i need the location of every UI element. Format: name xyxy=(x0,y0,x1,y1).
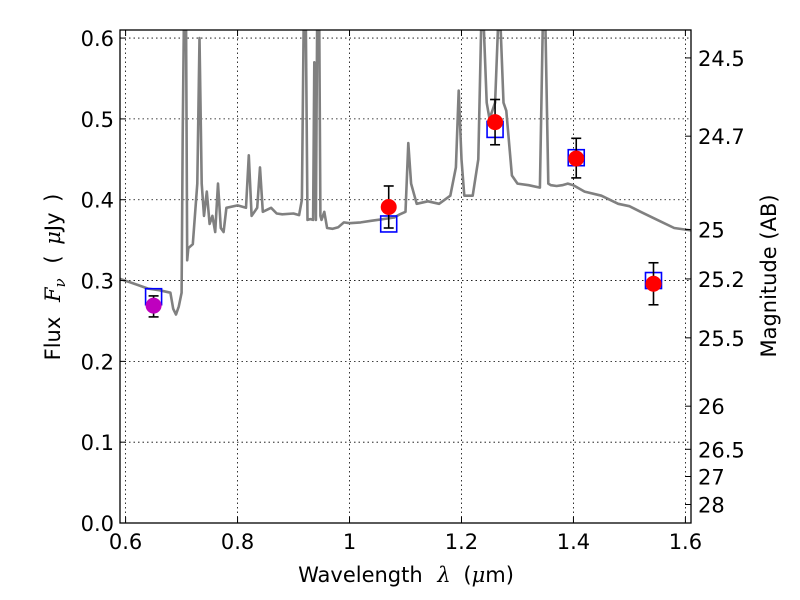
y-tick-label-1: 0.1 xyxy=(81,431,114,455)
observed-point-3 xyxy=(568,137,585,179)
observed-point-4 xyxy=(645,261,662,306)
x-tick-label-2: 1 xyxy=(343,530,356,554)
x-tick-label-4: 1.4 xyxy=(557,530,590,554)
x-tick-label-5: 1.6 xyxy=(669,530,702,554)
observed-marker-1 xyxy=(380,198,397,215)
spectrum-group xyxy=(120,30,691,316)
x-ticks: 0.6 0.8 1 1.2 1.4 1.6 xyxy=(109,30,702,554)
x-axis-label: Wavelength λ (μm) xyxy=(298,563,514,587)
y-axis-label: Flux Fν ( μJy ) xyxy=(41,194,70,361)
observed-marker-3 xyxy=(568,150,585,167)
y-tick-label-3: 0.3 xyxy=(81,270,114,294)
y2-tick-label-4: 25.5 xyxy=(698,327,745,351)
spectrum-line xyxy=(120,30,691,316)
y2-tick-label-0: 24.5 xyxy=(698,47,745,71)
observed-points xyxy=(145,98,662,318)
grid xyxy=(120,30,691,523)
y-tick-label-0: 0.0 xyxy=(81,512,114,536)
y2-axis-label: Magnitude (AB) xyxy=(757,194,781,357)
y-tick-label-6: 0.6 xyxy=(81,27,114,51)
observed-marker-4 xyxy=(645,275,662,292)
x-tick-label-0: 0.6 xyxy=(109,530,142,554)
y2-tick-label-8: 28 xyxy=(698,493,725,517)
y-tick-label-4: 0.4 xyxy=(81,189,114,213)
y2-tick-label-7: 27 xyxy=(698,465,725,489)
observed-marker-0 xyxy=(145,297,162,314)
y2-tick-label-1: 24.7 xyxy=(698,125,745,149)
y2-tick-label-6: 26.5 xyxy=(698,438,745,462)
y-tick-label-5: 0.5 xyxy=(81,108,114,132)
observed-point-1 xyxy=(380,185,397,229)
y-tick-label-2: 0.2 xyxy=(81,350,114,374)
y2-tick-label-2: 25 xyxy=(698,219,725,243)
y-ticks: 0.0 0.1 0.2 0.3 0.4 0.5 0.6 xyxy=(81,27,126,536)
observed-point-0 xyxy=(145,295,162,318)
y2-tick-label-3: 25.2 xyxy=(698,268,745,292)
x-tick-label-3: 1.2 xyxy=(445,530,478,554)
observed-marker-2 xyxy=(487,114,504,131)
y2-tick-label-5: 26 xyxy=(698,395,725,419)
x-tick-label-1: 0.8 xyxy=(221,530,254,554)
plot-frame xyxy=(119,29,692,524)
y2-ticks: 24.5 24.7 25 25.2 25.5 26 26.5 27 28 xyxy=(685,47,745,517)
observed-point-2 xyxy=(487,98,504,146)
